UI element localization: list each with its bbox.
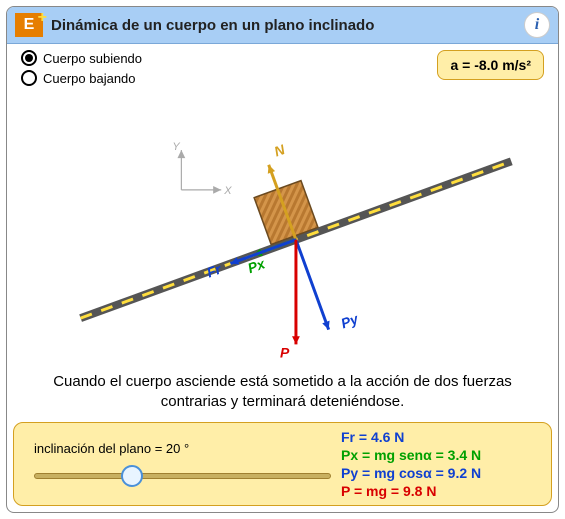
caption-text: Cuando el cuerpo asciende está sometido … (7, 368, 558, 423)
header: E Dinámica de un cuerpo en un plano incl… (7, 7, 558, 44)
radio-label: Cuerpo bajando (43, 71, 136, 86)
radio-icon (21, 50, 37, 66)
forces-readout: Fr = 4.6 N Px = mg senα = 3.4 N Py = mg co… (341, 429, 541, 499)
incline-control: inclinación del plano = 20 ° (24, 429, 331, 499)
radio-bajando[interactable]: Cuerpo bajando (21, 70, 437, 86)
svg-text:P: P (280, 344, 290, 360)
radio-icon (21, 70, 37, 86)
force-line: Px = mg senα = 3.4 N (341, 447, 541, 463)
incline-label-prefix: inclinación del plano = (34, 441, 166, 456)
radio-subiendo[interactable]: Cuerpo subiendo (21, 50, 437, 66)
svg-text:Py: Py (339, 310, 362, 331)
incline-value: 20 (166, 441, 180, 456)
page-title: Dinámica de un cuerpo en un plano inclin… (51, 17, 516, 34)
bottom-panel: inclinación del plano = 20 ° Fr = 4.6 N P… (13, 422, 552, 506)
force-line: P = mg = 9.8 N (341, 483, 541, 499)
incline-label: inclinación del plano = 20 ° (34, 441, 331, 456)
slider-track (34, 473, 331, 479)
force-line: Py = mg cosα = 9.2 N (341, 465, 541, 481)
incline-slider[interactable] (34, 464, 331, 488)
incline-unit: ° (180, 441, 189, 456)
force-line: Fr = 4.6 N (341, 429, 541, 445)
logo-icon: E (15, 13, 43, 37)
app-frame: E Dinámica de un cuerpo en un plano incl… (6, 6, 559, 513)
info-button[interactable]: i (524, 12, 550, 38)
acceleration-display: a = -8.0 m/s² (437, 50, 544, 80)
svg-text:Y: Y (172, 141, 180, 153)
svg-text:X: X (223, 185, 232, 197)
radio-label: Cuerpo subiendo (43, 51, 142, 66)
direction-radio-group: Cuerpo subiendo Cuerpo bajando (21, 50, 437, 90)
diagram: XYNPxFrPyP (7, 92, 558, 368)
top-controls: Cuerpo subiendo Cuerpo bajando a = -8.0 … (7, 44, 558, 92)
slider-thumb[interactable] (121, 465, 143, 487)
svg-text:N: N (272, 141, 288, 160)
diagram-svg: XYNPxFrPyP (7, 92, 558, 368)
